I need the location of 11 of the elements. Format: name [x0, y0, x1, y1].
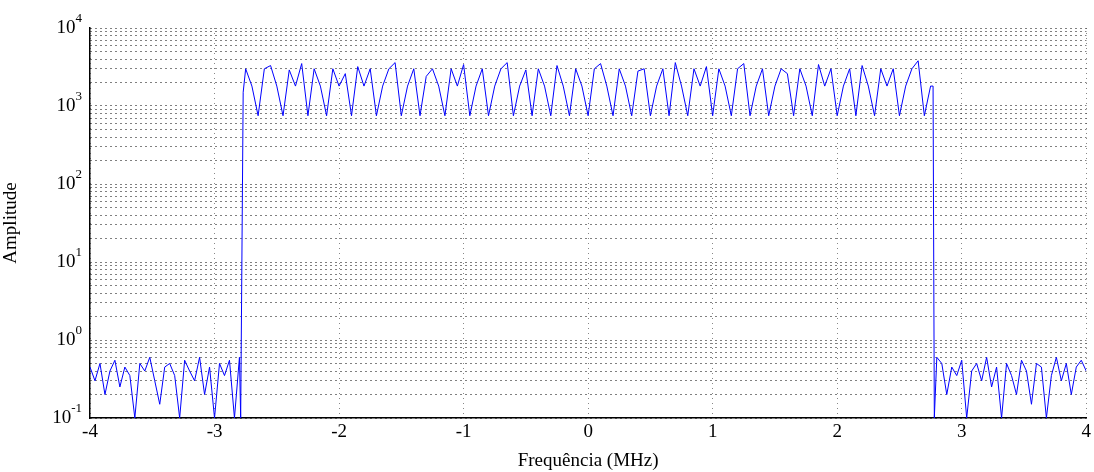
- x-tick-label: 3: [956, 420, 967, 442]
- x-tick-label: 0: [583, 420, 593, 442]
- x-tick-label: -2: [331, 420, 347, 442]
- y-axis-title: Amplitude: [0, 182, 21, 264]
- x-tick-label: 2: [832, 420, 842, 442]
- x-tick-label: -1: [455, 420, 472, 442]
- x-axis-title: Frequência (MHz): [517, 448, 659, 471]
- x-tick-label: -3: [206, 420, 223, 442]
- x-tick-label: -4: [82, 420, 99, 442]
- x-tick-label: 1: [707, 420, 718, 442]
- x-tick-label: 4: [1081, 420, 1092, 442]
